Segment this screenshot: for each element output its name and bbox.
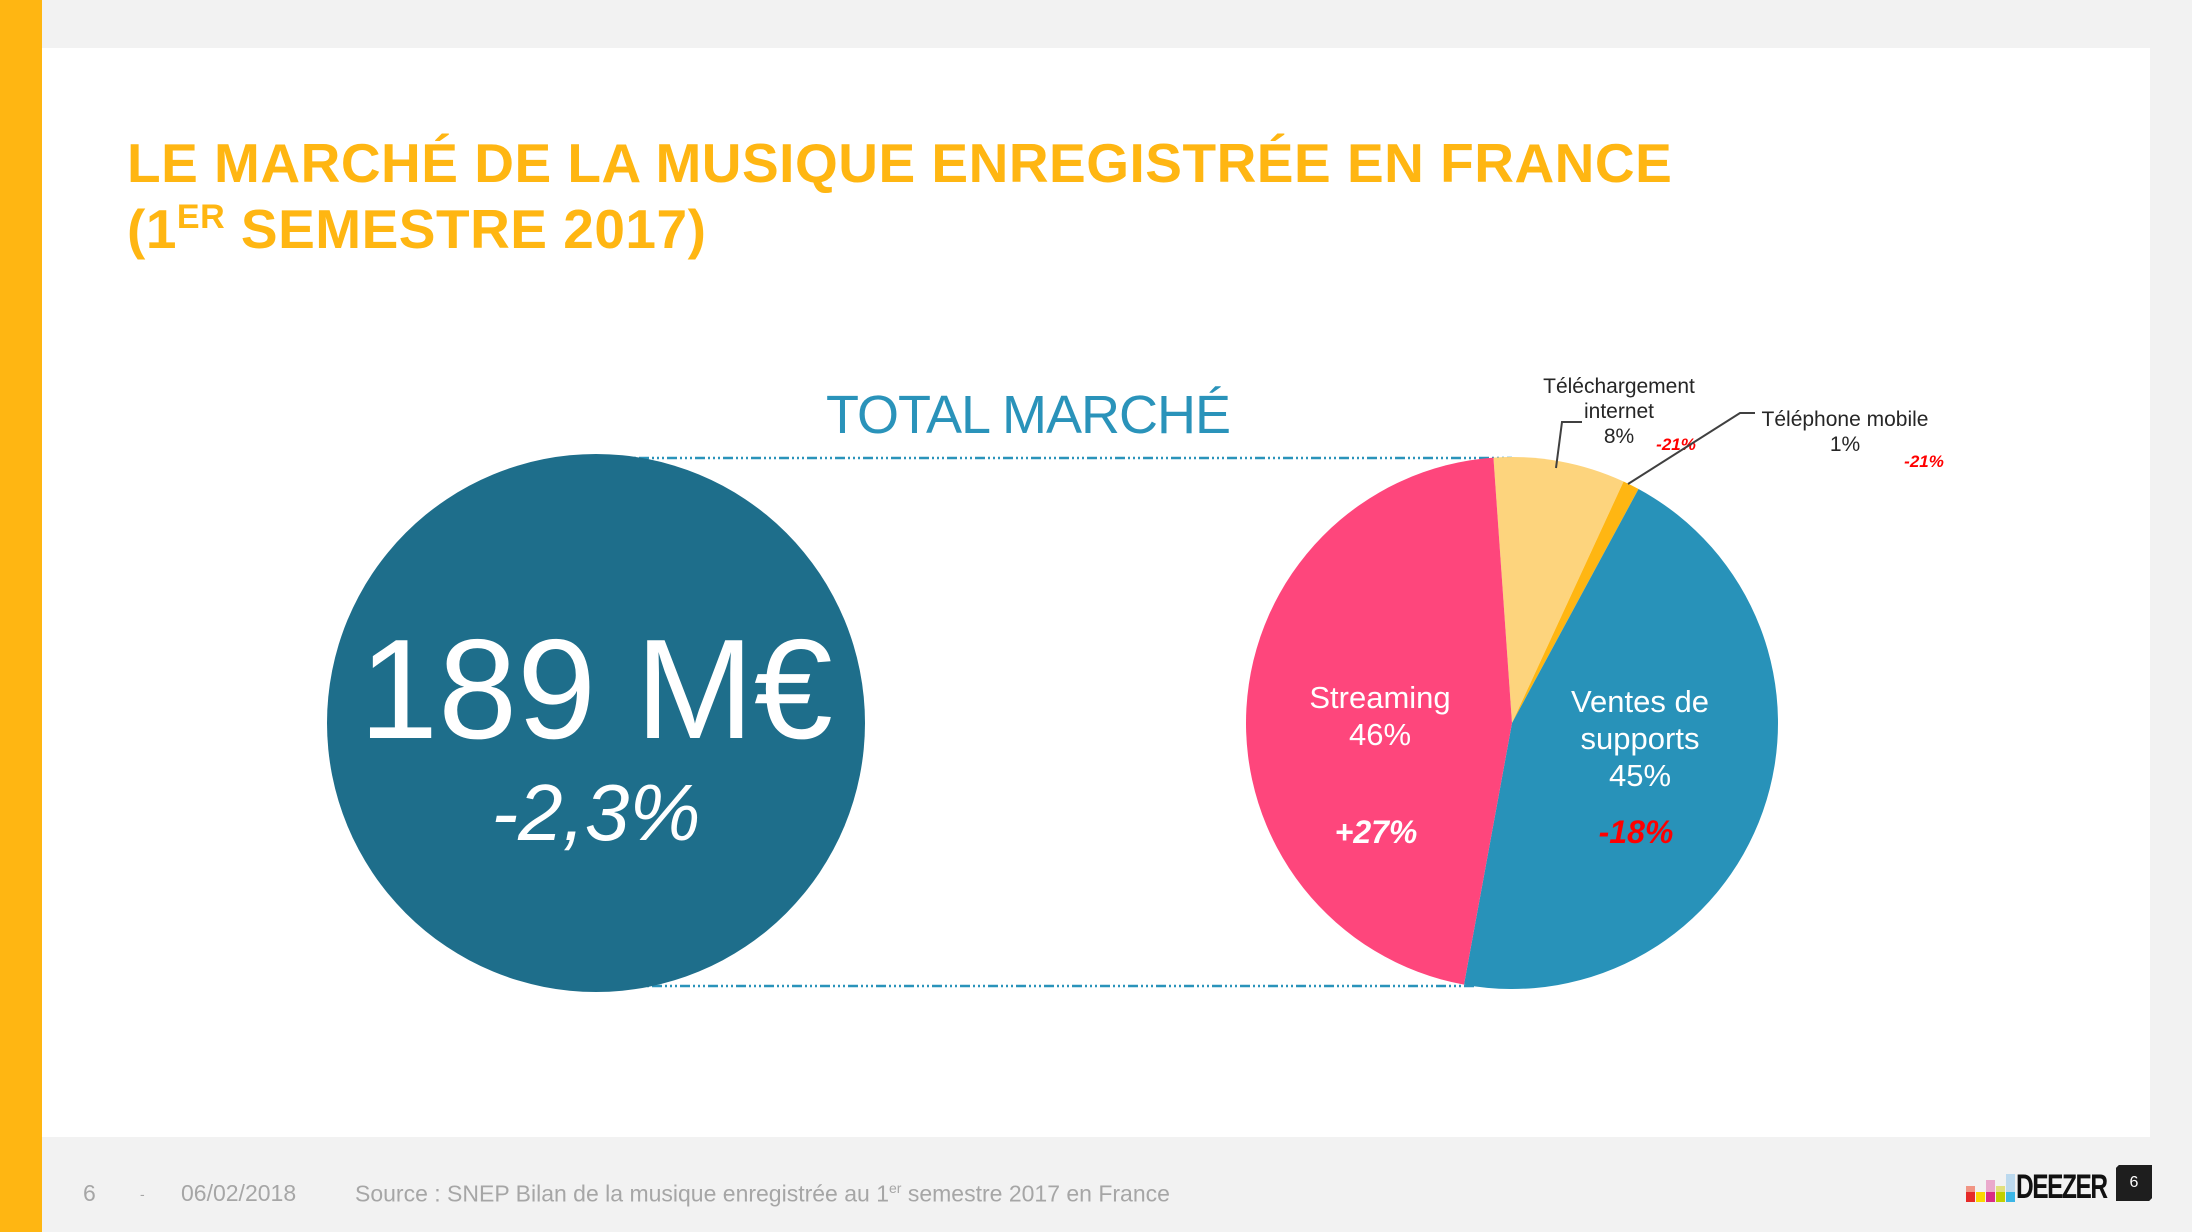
source-text-suffix: semestre 2017 en France [901, 1180, 1170, 1207]
pie-change-telephone-mobile: -21% [1904, 452, 1944, 471]
pie-chart [1245, 457, 1778, 989]
pie-share-telechargement-internet: 8% [1604, 425, 1634, 448]
footer-date: 06/02/2018 [181, 1180, 297, 1206]
slide-title: LE MARCHÉ DE LA MUSIQUE ENREGISTRÉE EN F… [127, 130, 1672, 270]
total-market-heading: TOTAL MARCHÉ [825, 385, 1231, 445]
pie-change-ventes-de-supports: -18% [1599, 814, 1674, 850]
leader-line-telechargement-internet [1555, 421, 1582, 469]
pie-label-ventes-de-supports-line-2: supports [1581, 721, 1700, 756]
total-value: 189 M€ [359, 610, 833, 769]
pie-label-streaming-line-1: Streaming [1309, 680, 1450, 715]
total-change: -2,3% [492, 768, 701, 857]
footer-page-number: 6 [83, 1180, 96, 1206]
pie-slice-telephone-mobile [1512, 481, 1639, 723]
title-superscript: ER [176, 198, 226, 236]
total-circle [327, 454, 865, 992]
title-line-2: (1ER SEMESTRE 2017) [127, 196, 1672, 270]
source-text: Source : SNEP Bilan de la musique enregi… [355, 1180, 889, 1207]
pie-share-telephone-mobile: 1% [1830, 433, 1860, 456]
pie-label-telechargement-internet-line-2: internet [1584, 400, 1654, 423]
pie-change-streaming: +27% [1335, 814, 1418, 850]
source-superscript: er [889, 1180, 902, 1196]
pie-change-telechargement-internet: -21% [1656, 435, 1696, 454]
pie-share-ventes-de-supports: 45% [1609, 758, 1671, 793]
page-number-badge: 6 [2116, 1165, 2152, 1201]
pie-share-streaming: 46% [1349, 717, 1411, 752]
deezer-equalizer-icon [1966, 1174, 2015, 1202]
pie-label-telechargement-internet-line-1: Téléchargement [1543, 375, 1695, 398]
title-line-1: LE MARCHÉ DE LA MUSIQUE ENREGISTRÉE EN F… [127, 132, 1673, 194]
pie-slice-streaming [1245, 457, 1512, 985]
footer-separator: - [140, 1186, 145, 1202]
leader-line-telephone-mobile [1627, 412, 1755, 485]
title-line-2-rest: SEMESTRE 2017) [225, 198, 707, 260]
accent-sidebar [0, 0, 42, 1232]
pie-slice-telechargement-internet [1493, 457, 1624, 723]
pie-slice-ventes-de-supports [1463, 489, 1778, 989]
deezer-wordmark: DEEZER [2016, 1168, 2108, 1206]
pie-label-telephone-mobile-line-1: Téléphone mobile [1762, 408, 1929, 431]
title-line-2-prefix: (1 [127, 198, 177, 260]
footer-source: Source : SNEP Bilan de la musique enregi… [355, 1180, 1170, 1208]
pie-label-ventes-de-supports-line-1: Ventes de [1571, 684, 1709, 719]
